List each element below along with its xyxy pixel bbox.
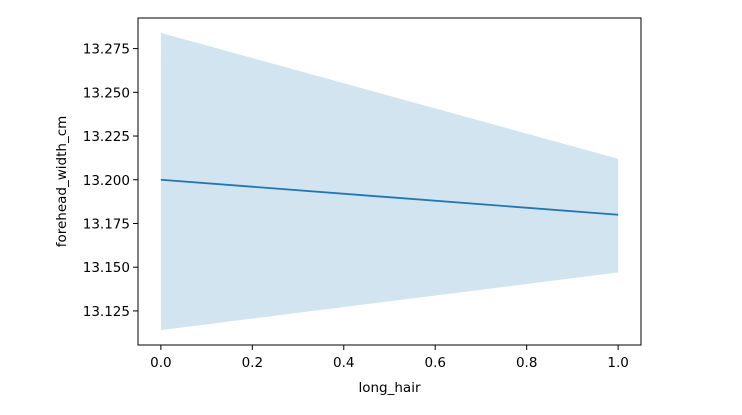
x-tick-label: 1.0 — [607, 355, 628, 371]
y-tick-label: 13.275 — [83, 42, 130, 58]
x-tick-label: 0.6 — [424, 355, 445, 371]
y-tick-label: 13.150 — [83, 260, 130, 276]
y-tick-label: 13.200 — [83, 173, 130, 189]
x-tick-label: 0.8 — [516, 355, 537, 371]
y-axis-ticks: 13.125 13.150 13.175 13.200 13.225 13.250 13.2… — [83, 42, 138, 320]
axes — [137, 17, 642, 346]
x-axis-label: long_hair — [358, 380, 420, 396]
y-tick-label: 13.225 — [83, 129, 130, 145]
y-tick-label: 13.250 — [83, 85, 130, 101]
x-tick-label: 0.4 — [333, 355, 354, 371]
plot-area — [160, 32, 619, 331]
y-axis-label: forehead_width_cm — [54, 116, 70, 248]
series-line-0 — [160, 178, 619, 216]
axes-frame — [137, 17, 642, 346]
x-tick-label: 0.0 — [150, 355, 171, 371]
y-tick-label: 13.125 — [83, 304, 130, 320]
confidence-band-0 — [160, 32, 619, 331]
x-axis-ticks: 0.0 0.2 0.4 0.6 0.8 1.0 — [150, 345, 629, 371]
x-tick-label: 0.2 — [242, 355, 263, 371]
y-tick-label: 13.175 — [83, 216, 130, 232]
